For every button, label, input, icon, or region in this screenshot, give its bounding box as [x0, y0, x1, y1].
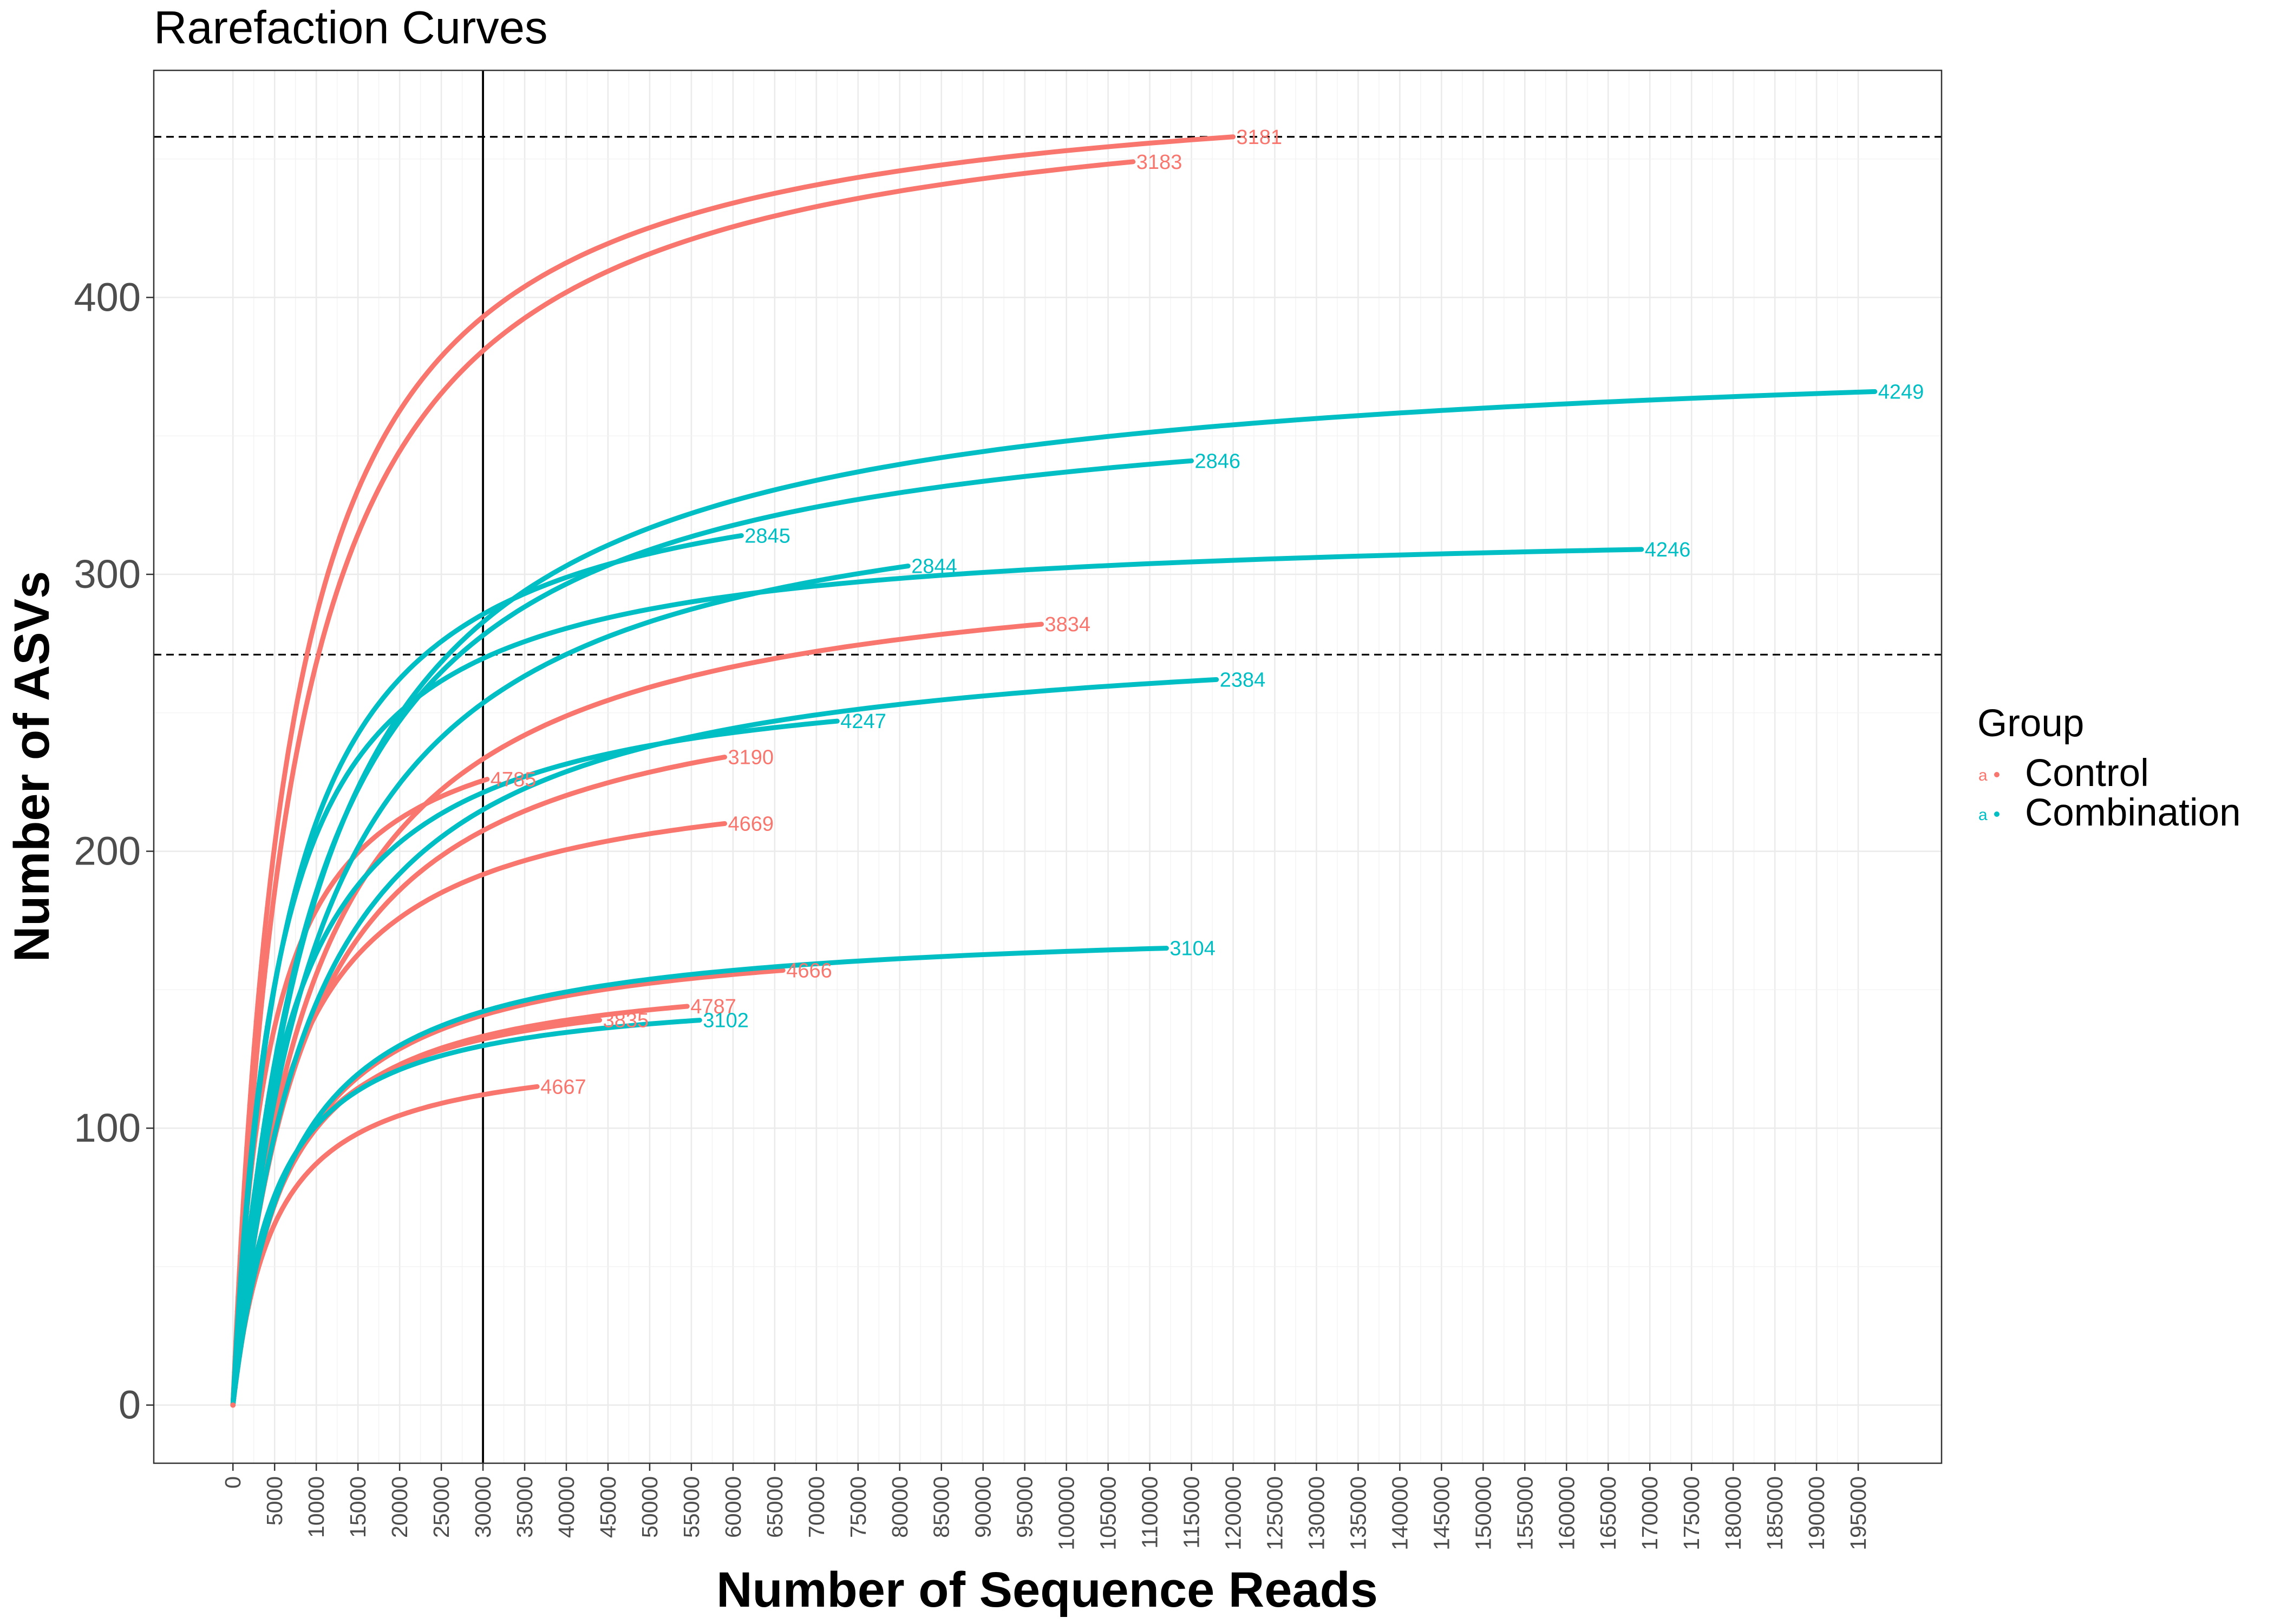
x-tick-label: 15000 — [345, 1476, 370, 1538]
end-label: 4669 — [728, 813, 774, 835]
y-tick-label: 400 — [74, 274, 141, 319]
legend-key-glyph-combination: a — [1978, 806, 1988, 824]
end-label: 4667 — [540, 1076, 586, 1098]
end-label: 3104 — [1169, 938, 1216, 960]
y-tick-label: 200 — [74, 829, 141, 874]
x-tick-label: 150000 — [1471, 1476, 1495, 1550]
y-axis-ticks: 0 100 200 300 400 — [74, 274, 154, 1427]
x-tick-label: 80000 — [887, 1476, 912, 1538]
end-labels: 3181 3183 3834 3190 4785 4669 4666 4787 3835 4667… — [491, 126, 1924, 1099]
x-tick-label: 115000 — [1179, 1476, 1204, 1549]
legend-label-control: Control — [2025, 752, 2149, 795]
x-tick-label: 10000 — [304, 1476, 329, 1538]
legend-item-control: a Control — [1978, 752, 2149, 795]
x-tick-label: 60000 — [721, 1476, 746, 1538]
reference-lines — [154, 70, 1942, 1463]
x-tick-label: 105000 — [1096, 1476, 1121, 1550]
x-tick-label: 170000 — [1637, 1476, 1662, 1550]
end-label: 3835 — [603, 1010, 649, 1032]
plot-panel-border — [153, 69, 1943, 1464]
x-tick-label: 0 — [220, 1476, 245, 1489]
end-label: 3183 — [1136, 151, 1182, 174]
chart-title: Rarefaction Curves — [154, 2, 548, 54]
curve-4246 — [230, 547, 1644, 1408]
x-tick-label: 50000 — [637, 1476, 662, 1538]
origin-point — [230, 1402, 236, 1408]
legend-key-point-control — [1994, 772, 1999, 777]
curve-line — [230, 547, 1644, 1408]
x-axis-ticks: 0 5000 10000 15000 20000 25000 30000 35000 40000… — [220, 1463, 1871, 1550]
x-tick-label: 155000 — [1512, 1476, 1537, 1550]
x-tick-label: 190000 — [1804, 1476, 1829, 1550]
x-tick-label: 195000 — [1846, 1476, 1871, 1550]
x-tick-label: 140000 — [1387, 1476, 1412, 1550]
x-tick-label: 70000 — [804, 1476, 829, 1538]
x-tick-label: 125000 — [1262, 1476, 1287, 1550]
end-label: 4247 — [840, 710, 886, 733]
end-label: 4785 — [491, 769, 537, 791]
x-axis-title: Number of Sequence Reads — [716, 1562, 1378, 1618]
legend-key-glyph-control: a — [1978, 767, 1988, 784]
x-tick-label: 160000 — [1554, 1476, 1579, 1550]
y-tick-label: 100 — [74, 1105, 141, 1150]
end-label: 4666 — [786, 960, 832, 983]
x-tick-label: 110000 — [1138, 1476, 1162, 1549]
x-tick-label: 100000 — [1054, 1476, 1079, 1550]
x-tick-label: 120000 — [1221, 1476, 1246, 1550]
curve-3102 — [230, 1018, 702, 1408]
curve-line — [230, 134, 1236, 1408]
x-tick-label: 75000 — [846, 1476, 871, 1538]
end-label: 3190 — [728, 746, 774, 769]
legend-key-point-combination — [1994, 811, 1999, 817]
curves — [230, 134, 1878, 1408]
legend-title: Group — [1977, 702, 2084, 745]
x-tick-label: 130000 — [1304, 1476, 1329, 1550]
end-label: 2844 — [911, 555, 957, 578]
x-tick-label: 135000 — [1345, 1476, 1370, 1550]
x-tick-label: 40000 — [554, 1476, 579, 1538]
x-tick-label: 85000 — [929, 1476, 954, 1538]
end-label: 3102 — [703, 1010, 749, 1032]
end-label: 3834 — [1045, 613, 1091, 636]
end-label: 2384 — [1220, 669, 1266, 691]
x-tick-label: 175000 — [1679, 1476, 1704, 1550]
y-tick-label: 0 — [119, 1383, 141, 1427]
x-tick-label: 55000 — [679, 1476, 704, 1538]
x-tick-label: 90000 — [971, 1476, 996, 1538]
curve-line — [230, 1018, 702, 1408]
end-label: 4246 — [1645, 539, 1691, 561]
x-tick-label: 20000 — [387, 1476, 412, 1538]
end-label: 4249 — [1878, 381, 1924, 403]
y-tick-label: 300 — [74, 552, 141, 597]
end-label: 2846 — [1195, 450, 1241, 473]
x-tick-label: 25000 — [429, 1476, 454, 1538]
x-tick-label: 35000 — [512, 1476, 537, 1538]
x-tick-label: 95000 — [1012, 1476, 1037, 1538]
curve-line — [230, 159, 1136, 1408]
x-tick-label: 185000 — [1762, 1476, 1787, 1550]
curve-line — [230, 718, 840, 1408]
end-label: 3181 — [1237, 126, 1283, 149]
legend-item-combination: a Combination — [1978, 791, 2241, 834]
legend: Group a Control a Combination — [1977, 702, 2241, 834]
x-tick-label: 5000 — [262, 1476, 287, 1525]
legend-label-combination: Combination — [2025, 791, 2241, 834]
x-tick-label: 165000 — [1596, 1476, 1620, 1550]
x-tick-label: 145000 — [1429, 1476, 1454, 1550]
x-tick-label: 45000 — [596, 1476, 620, 1538]
x-tick-label: 65000 — [762, 1476, 787, 1538]
x-tick-label: 30000 — [471, 1476, 495, 1538]
y-axis-title: Number of ASVs — [4, 571, 60, 962]
end-label: 4787 — [690, 996, 736, 1018]
x-tick-label: 180000 — [1721, 1476, 1746, 1550]
end-label: 2845 — [744, 525, 790, 547]
curve-line — [230, 677, 1219, 1408]
